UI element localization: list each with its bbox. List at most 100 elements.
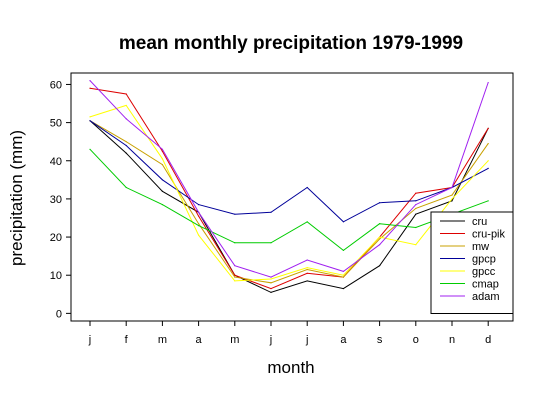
data-point xyxy=(198,225,200,227)
x-tick-label: a xyxy=(340,334,347,346)
data-point xyxy=(306,259,308,261)
x-tick-label: a xyxy=(196,334,203,346)
data-point xyxy=(487,142,489,145)
data-point xyxy=(379,202,381,204)
series-line xyxy=(89,87,489,290)
y-tick-label: 40 xyxy=(50,156,62,168)
data-point xyxy=(379,244,381,246)
series-cru-pik xyxy=(89,87,489,290)
data-point xyxy=(270,211,272,213)
data-point xyxy=(198,211,200,213)
y-axis: 0 10 20 30 40 50 60 xyxy=(50,79,71,320)
legend-box xyxy=(430,211,514,314)
data-point xyxy=(342,249,344,252)
x-tick-label: m xyxy=(158,334,167,346)
x-tick-label: n xyxy=(449,334,455,346)
legend-item: cmap xyxy=(440,279,499,291)
data-point xyxy=(415,207,417,210)
data-point xyxy=(451,186,453,189)
data-point xyxy=(451,200,453,202)
data-point xyxy=(125,186,127,189)
data-point xyxy=(89,148,91,150)
x-tick-label: f xyxy=(125,334,129,346)
data-point xyxy=(487,127,489,129)
series-gpcc xyxy=(89,104,489,282)
y-tick-label: 50 xyxy=(50,118,62,130)
data-point xyxy=(487,167,489,169)
data-point xyxy=(89,80,91,82)
data-point xyxy=(125,104,127,107)
data-point xyxy=(234,213,236,215)
data-point xyxy=(306,272,308,274)
y-tick-label: 60 xyxy=(50,79,62,91)
data-point xyxy=(161,163,163,166)
data-point xyxy=(379,238,381,240)
data-point xyxy=(270,278,272,280)
data-point xyxy=(379,236,381,238)
y-axis-label: precipitation (mm) xyxy=(7,130,26,266)
data-point xyxy=(306,266,308,269)
plot-frame xyxy=(70,72,514,322)
x-tick-label: m xyxy=(230,334,239,346)
data-point xyxy=(415,226,417,229)
legend-item: gpcc xyxy=(440,266,496,278)
legend-label: gpcc xyxy=(472,266,496,278)
series-line xyxy=(89,120,489,293)
data-point xyxy=(234,242,236,244)
series-line xyxy=(89,104,489,282)
data-point xyxy=(234,274,236,276)
legend-item: cru-pik xyxy=(440,229,506,241)
data-point xyxy=(270,282,272,284)
data-point xyxy=(89,87,91,89)
data-point xyxy=(306,186,308,189)
series-line xyxy=(89,120,489,284)
legend-item: gpcp xyxy=(440,254,496,266)
data-point xyxy=(125,152,127,154)
data-point xyxy=(306,280,308,282)
data-point xyxy=(342,287,344,290)
data-point xyxy=(342,270,344,272)
data-point xyxy=(89,116,91,118)
data-point xyxy=(415,244,417,246)
x-tick-label: j xyxy=(269,334,272,346)
data-point xyxy=(415,213,417,215)
legend-label: cmap xyxy=(472,279,499,291)
data-point xyxy=(161,158,163,160)
data-point xyxy=(487,81,489,84)
data-point xyxy=(161,190,163,192)
data-point xyxy=(161,179,163,181)
data-point xyxy=(342,276,344,278)
legend-label: adam xyxy=(472,291,500,303)
y-tick-label: 10 xyxy=(50,270,62,282)
y-tick-label: 0 xyxy=(56,308,62,320)
data-point xyxy=(270,287,272,290)
data-point xyxy=(487,200,489,202)
data-point xyxy=(161,150,163,152)
data-point xyxy=(234,280,236,282)
data-point xyxy=(198,234,200,236)
legend-label: gpcp xyxy=(472,254,496,266)
data-point xyxy=(125,118,127,120)
legend-label: mw xyxy=(472,241,489,253)
legend-label: cru xyxy=(472,216,487,228)
y-tick-label: 20 xyxy=(50,232,62,244)
data-point xyxy=(125,144,127,147)
data-point xyxy=(161,204,163,206)
series-lines xyxy=(89,80,489,293)
data-point xyxy=(198,215,200,217)
x-tick-label: j xyxy=(88,334,91,346)
legend-item: adam xyxy=(440,291,500,303)
data-point xyxy=(342,274,344,276)
series-gpcp xyxy=(89,120,489,223)
data-point xyxy=(379,265,381,267)
data-point xyxy=(89,120,91,122)
series-line xyxy=(89,148,489,252)
x-tick-label: o xyxy=(413,334,419,346)
data-point xyxy=(270,276,272,278)
series-cru xyxy=(89,120,489,293)
series-mw xyxy=(89,120,489,284)
x-tick-label: s xyxy=(377,334,383,346)
y-tick-label: 30 xyxy=(50,194,62,206)
series-line xyxy=(89,80,489,278)
